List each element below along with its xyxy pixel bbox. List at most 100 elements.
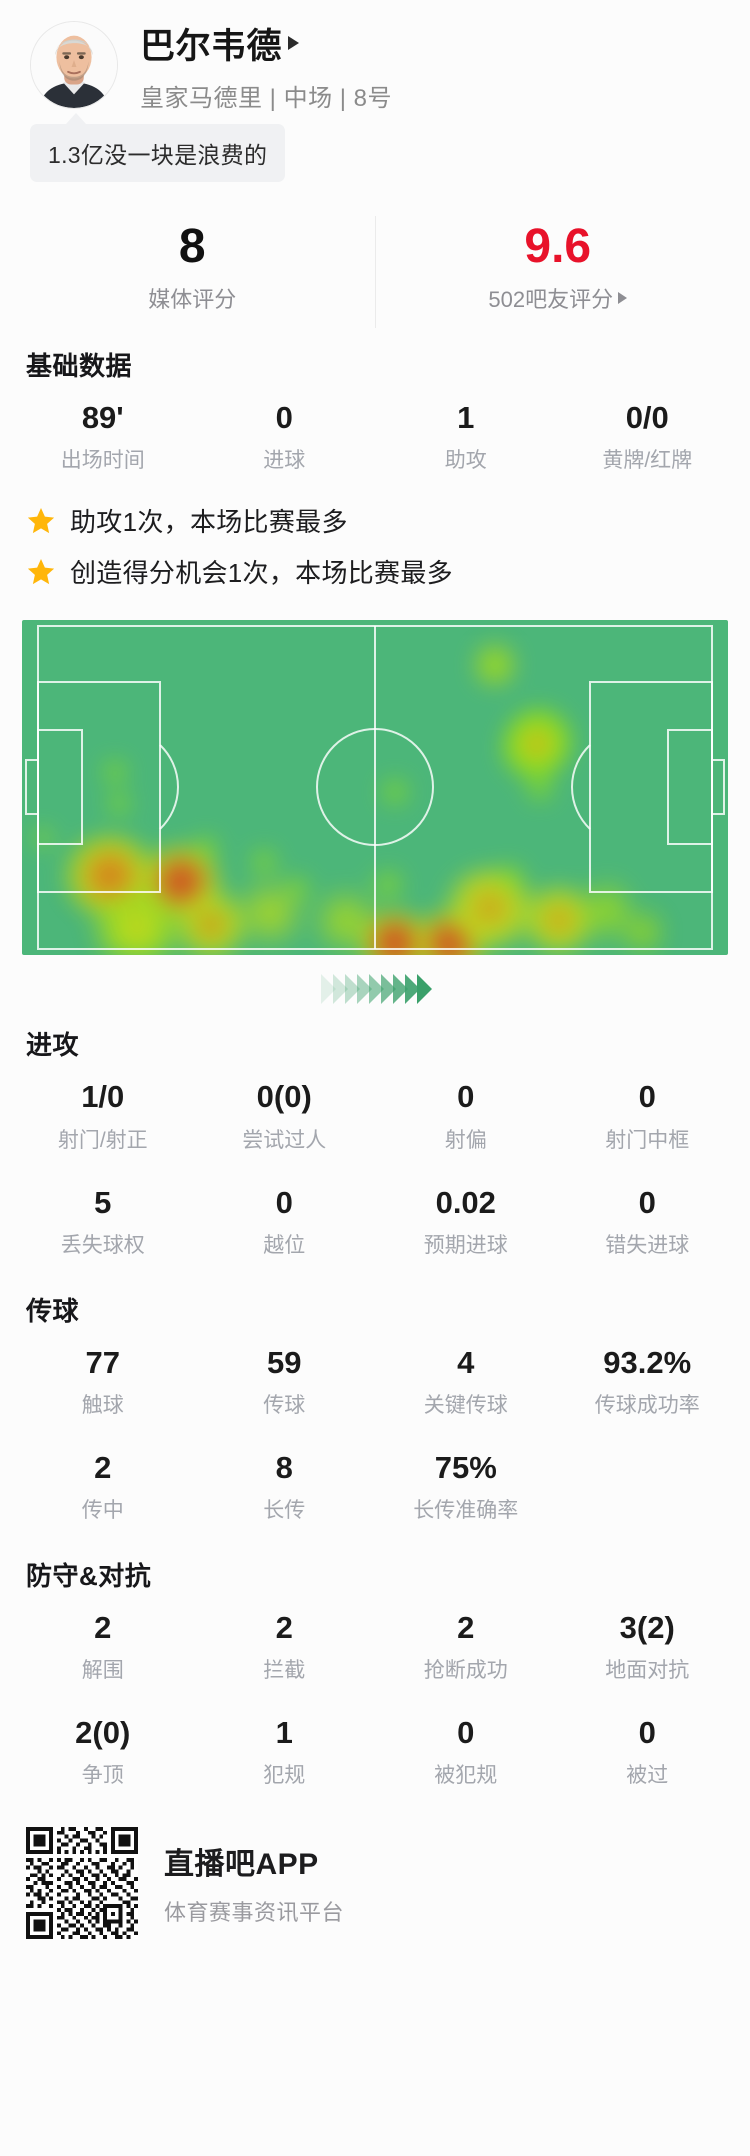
player-meta: 皇家马德里 | 中场 | 8号 xyxy=(140,84,392,112)
star-icon xyxy=(27,507,55,534)
stat-value: 0 xyxy=(638,1714,656,1750)
stat-item: 93.2% 传球成功率 xyxy=(557,1328,739,1433)
stat-label: 传中 xyxy=(81,1498,124,1522)
stat-item: 1/0 射门/射正 xyxy=(12,1062,194,1167)
stat-value: 75% xyxy=(434,1449,497,1485)
qr-code-icon[interactable] xyxy=(26,1827,138,1940)
stat-label: 抢断成功 xyxy=(423,1658,508,1682)
stat-item: 1 犯规 xyxy=(194,1698,376,1803)
player-name[interactable]: 巴尔韦德 xyxy=(140,18,392,69)
chevron-right-icon xyxy=(321,974,336,1005)
avatar[interactable] xyxy=(30,21,118,109)
stat-label: 长传准确率 xyxy=(413,1498,519,1522)
stat-item: 0 被犯规 xyxy=(375,1698,557,1803)
stat-item: 0 越位 xyxy=(194,1168,376,1273)
player-portrait-icon xyxy=(31,22,117,108)
footer: 直播吧APP 体育赛事资讯平台 xyxy=(0,1803,750,1940)
stat-value: 89' xyxy=(81,400,124,436)
stat-value: 2 xyxy=(94,1449,112,1485)
stat-value: 0 xyxy=(457,1079,475,1115)
heatmap xyxy=(22,620,728,1007)
star-icon xyxy=(27,558,55,585)
stat-label: 长传 xyxy=(263,1498,306,1522)
stat-label: 丢失球权 xyxy=(60,1233,145,1257)
stat-label: 尝试过人 xyxy=(242,1128,327,1152)
section-title-defence: 防守&对抗 xyxy=(26,1560,152,1591)
player-name-text: 巴尔韦德 xyxy=(140,26,283,66)
stat-value: 0 xyxy=(638,1184,656,1220)
chevron-right-icon xyxy=(393,974,408,1005)
stat-value: 5 xyxy=(94,1184,112,1220)
stat-label: 进球 xyxy=(263,449,306,473)
app-tagline: 体育赛事资讯平台 xyxy=(164,1900,345,1926)
stat-value: 2 xyxy=(275,1609,293,1645)
stat-value: 1/0 xyxy=(81,1079,125,1115)
rating-fans[interactable]: 9.6 502吧友评分 xyxy=(374,216,741,329)
stat-label: 射门中框 xyxy=(605,1128,690,1152)
chevron-right-icon xyxy=(618,292,628,305)
quote-bubble-wrap: 1.3亿没一块是浪费的 xyxy=(0,110,750,182)
stat-label: 解围 xyxy=(81,1658,124,1682)
chevron-right-icon xyxy=(369,974,384,1005)
stat-grid-defence: 2 解围 2 拦截 2 抢断成功 3(2) 地面对抗 2(0) 争顶 1 犯规 … xyxy=(0,1593,750,1803)
rating-fans-label[interactable]: 502吧友评分 xyxy=(488,282,628,314)
stat-item: 89' 出场时间 xyxy=(12,383,194,488)
stat-label: 地面对抗 xyxy=(605,1658,690,1682)
stat-value: 2 xyxy=(457,1609,475,1645)
heat-blobs xyxy=(22,620,728,956)
chevron-right-icon xyxy=(345,974,360,1005)
stat-item: 5 丢失球权 xyxy=(12,1168,194,1273)
highlight-text: 创造得分机会1次，本场比赛最多 xyxy=(70,558,453,589)
highlights-list: 助攻1次，本场比赛最多 创造得分机会1次，本场比赛最多 xyxy=(0,488,750,612)
stat-item: 0 被过 xyxy=(557,1698,739,1803)
rating-fans-label-text: 502吧友评分 xyxy=(488,287,614,313)
stat-label: 传球 xyxy=(263,1393,306,1417)
stat-item: 75% 长传准确率 xyxy=(375,1433,557,1538)
stat-value: 1 xyxy=(457,400,475,436)
stat-label: 黄牌/红牌 xyxy=(602,449,693,473)
stat-value: 0 xyxy=(638,1079,656,1115)
stat-label: 被过 xyxy=(626,1764,669,1788)
list-item: 创造得分机会1次，本场比赛最多 xyxy=(26,553,750,590)
stat-label: 越位 xyxy=(263,1233,306,1257)
stat-value: 1 xyxy=(275,1714,293,1750)
stat-grid-basic: 89' 出场时间 0 进球 1 助攻 0/0 黄牌/红牌 xyxy=(0,383,750,488)
stat-label: 传球成功率 xyxy=(594,1393,700,1417)
section-title-passing: 传球 xyxy=(26,1295,80,1326)
pitch-lines xyxy=(22,620,728,955)
stat-label: 出场时间 xyxy=(60,449,145,473)
direction-arrows xyxy=(22,971,728,1007)
rating-media-label: 媒体评分 xyxy=(148,282,236,314)
ratings-row: 8 媒体评分 9.6 502吧友评分 xyxy=(0,216,750,329)
stat-label: 被犯规 xyxy=(434,1764,498,1788)
stat-item: 0.02 预期进球 xyxy=(375,1168,557,1273)
chevron-right-icon xyxy=(381,974,396,1005)
stat-value: 59 xyxy=(267,1344,302,1380)
stat-item: 1 助攻 xyxy=(375,383,557,488)
section-title-attack: 进攻 xyxy=(26,1030,80,1061)
highlight-text: 助攻1次，本场比赛最多 xyxy=(70,507,348,538)
stat-item: 2(0) 争顶 xyxy=(12,1698,194,1803)
chevron-right-icon xyxy=(333,974,348,1005)
stat-grid-passing: 77 触球 59 传球 4 关键传球 93.2% 传球成功率 2 传中 8 长传… xyxy=(0,1328,750,1538)
stat-value: 0 xyxy=(275,400,293,436)
stat-value: 0 xyxy=(275,1184,293,1220)
stat-grid-attack: 1/0 射门/射正 0(0) 尝试过人 0 射偏 0 射门中框 5 丢失球权 0… xyxy=(0,1062,750,1272)
stat-item: 77 触球 xyxy=(12,1328,194,1433)
quote-bubble: 1.3亿没一块是浪费的 xyxy=(30,113,286,182)
stat-label: 触球 xyxy=(81,1393,124,1417)
stat-item: 3(2) 地面对抗 xyxy=(557,1593,739,1698)
stat-label: 争顶 xyxy=(81,1764,124,1788)
stat-value: 0.02 xyxy=(435,1184,496,1220)
stat-value: 2(0) xyxy=(75,1714,131,1750)
stat-label: 射偏 xyxy=(444,1128,487,1152)
app-name: 直播吧APP xyxy=(164,1848,319,1882)
section-title-basic: 基础数据 xyxy=(26,351,133,382)
chevron-right-icon xyxy=(405,974,420,1005)
stat-label: 错失进球 xyxy=(605,1233,690,1257)
stat-item: 2 传中 xyxy=(12,1433,194,1538)
stat-item: 2 拦截 xyxy=(194,1593,376,1698)
stat-item: 0 射偏 xyxy=(375,1062,557,1167)
stat-label: 射门/射正 xyxy=(57,1128,148,1152)
